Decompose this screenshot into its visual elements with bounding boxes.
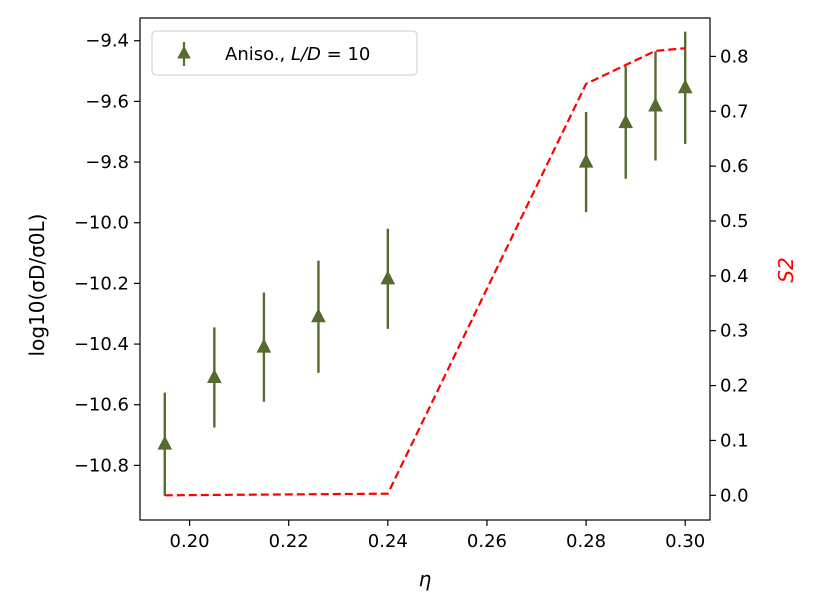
y-left-tick-label: −10.8	[74, 455, 129, 476]
y-left-tick-label: −9.4	[85, 31, 129, 52]
y-left-tick-label: −10.2	[74, 273, 129, 294]
legend-frame	[151, 30, 418, 76]
y-axis-right: 0.0 0.1 0.2 0.3 0.4 0.5 0.6 0.7 0.8	[710, 46, 749, 506]
legend-label-eq: = 10	[321, 44, 370, 65]
plot-area	[139, 17, 711, 521]
x-tick-label: 0.20	[170, 531, 210, 552]
data-point-triangle	[578, 153, 594, 168]
legend-marker-triangle-icon	[177, 42, 191, 66]
y-right-tick-label: 0.3	[720, 321, 749, 342]
x-axis-label: η	[419, 567, 432, 591]
legend-label-ld: L/D	[291, 44, 321, 65]
plot-frame	[139, 17, 711, 521]
x-tick-label: 0.24	[368, 531, 408, 552]
data-point-triangle	[677, 79, 693, 94]
y-axis-right-label: S2	[774, 257, 798, 282]
y-right-tick-label: 0.2	[720, 376, 749, 397]
y-left-tick-label: −10.0	[74, 213, 129, 234]
data-point-triangle	[207, 368, 222, 383]
x-tick-label: 0.26	[467, 531, 507, 552]
x-axis: 0.20 0.22 0.24 0.26 0.28 0.30	[170, 520, 705, 552]
legend-label-main: Aniso.,	[225, 44, 291, 65]
x-tick-label: 0.22	[269, 531, 309, 552]
x-tick-label: 0.28	[566, 531, 606, 552]
y-left-tick-label: −10.4	[74, 334, 129, 355]
legend: Aniso., L/D = 10	[151, 30, 418, 76]
series-line-s2	[164, 47, 686, 497]
data-point-triangle	[380, 270, 396, 285]
y-right-tick-label: 0.1	[720, 430, 749, 451]
y-right-tick-label: 0.6	[720, 156, 749, 177]
data-point-triangle	[648, 97, 663, 112]
data-point-triangle	[157, 435, 173, 450]
x-tick-label: 0.30	[665, 531, 705, 552]
y-right-tick-label: 0.0	[720, 485, 749, 506]
y-right-tick-label: 0.4	[720, 266, 749, 287]
y-axis-left-label: log10(σD/σ0L)	[25, 214, 49, 357]
legend-entry-label: Aniso., L/D = 10	[225, 44, 370, 65]
y-right-tick-label: 0.5	[720, 211, 749, 232]
legend-triangle	[177, 45, 191, 59]
y-right-tick-label: 0.8	[720, 46, 749, 67]
data-point-triangle	[311, 308, 326, 323]
y-left-tick-label: −9.6	[85, 91, 129, 112]
y-left-tick-label: −9.8	[85, 152, 129, 173]
y-axis-left: −10.8 −10.6 −10.4 −10.2 −10.0 −9.8 −9.6 −9.4	[74, 31, 140, 476]
data-point-triangle	[618, 114, 634, 129]
y-right-tick-label: 0.7	[720, 101, 749, 122]
y-left-tick-label: −10.6	[74, 395, 129, 416]
data-point-triangle	[256, 338, 272, 353]
